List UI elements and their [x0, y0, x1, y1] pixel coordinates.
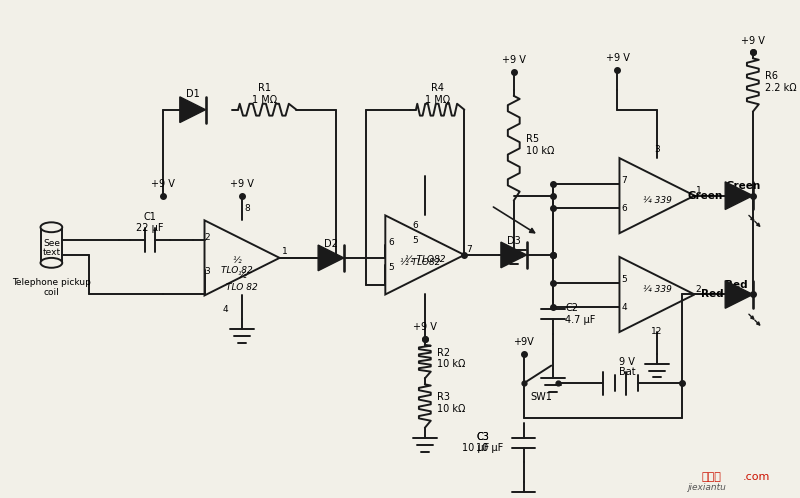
Text: ½ TLO82: ½ TLO82	[400, 258, 440, 267]
Text: See: See	[43, 239, 60, 248]
Text: 9 V: 9 V	[619, 357, 635, 367]
Text: C3
10 μF: C3 10 μF	[476, 432, 503, 454]
Text: R1
1 MΩ: R1 1 MΩ	[252, 83, 277, 105]
Text: R3
10 kΩ: R3 10 kΩ	[437, 392, 465, 414]
Text: 3: 3	[205, 267, 210, 276]
Text: 7: 7	[466, 246, 472, 254]
Text: 5: 5	[412, 236, 418, 245]
Text: ½
TLO 82: ½ TLO 82	[222, 256, 253, 275]
Text: 6: 6	[412, 221, 418, 230]
Text: 7: 7	[622, 176, 627, 185]
Text: R2
10 kΩ: R2 10 kΩ	[437, 348, 465, 370]
Text: 2: 2	[695, 285, 701, 294]
Text: 接线图: 接线图	[702, 472, 722, 482]
Text: +9 V: +9 V	[502, 55, 526, 65]
Text: ¼ 339: ¼ 339	[642, 196, 671, 205]
Text: SW1: SW1	[530, 392, 552, 402]
Text: ½ TLO82: ½ TLO82	[405, 255, 445, 264]
Text: D1: D1	[186, 89, 199, 99]
Polygon shape	[318, 245, 344, 271]
Text: C2
4.7 μF: C2 4.7 μF	[565, 303, 595, 325]
Polygon shape	[725, 182, 753, 210]
Text: Red: Red	[701, 289, 723, 299]
Text: Green: Green	[688, 191, 723, 201]
Text: R4
1 MΩ: R4 1 MΩ	[425, 83, 450, 105]
Text: R6
2.2 kΩ: R6 2.2 kΩ	[765, 71, 796, 93]
Polygon shape	[725, 280, 753, 308]
Text: D2: D2	[324, 239, 338, 249]
Polygon shape	[501, 242, 526, 268]
Text: 3: 3	[654, 145, 660, 154]
Text: 1: 1	[695, 186, 702, 195]
Text: D3: D3	[507, 236, 521, 246]
Text: +9 V: +9 V	[413, 322, 437, 332]
Text: TLO 82: TLO 82	[226, 283, 258, 292]
Text: Red: Red	[725, 279, 748, 289]
Text: 8: 8	[244, 204, 250, 213]
Text: 4: 4	[222, 305, 228, 314]
Text: R5
10 kΩ: R5 10 kΩ	[526, 134, 554, 156]
Text: +9 V: +9 V	[230, 179, 254, 189]
Text: +9 V: +9 V	[741, 35, 765, 45]
Polygon shape	[180, 97, 206, 123]
Text: 5: 5	[388, 263, 394, 272]
Text: text: text	[42, 249, 61, 257]
Text: 4: 4	[622, 303, 627, 312]
Text: .com: .com	[743, 472, 770, 482]
Text: 6: 6	[388, 238, 394, 247]
Text: 2: 2	[205, 233, 210, 242]
Text: Telephone pickup: Telephone pickup	[12, 278, 91, 287]
Text: ½: ½	[238, 271, 246, 280]
Text: 6: 6	[622, 204, 627, 213]
Text: 5: 5	[622, 275, 627, 284]
Text: +9 V: +9 V	[606, 53, 630, 63]
Text: 12: 12	[651, 327, 662, 336]
Text: coil: coil	[43, 288, 59, 297]
Ellipse shape	[41, 258, 62, 268]
Text: +9V: +9V	[514, 337, 534, 347]
Ellipse shape	[41, 222, 62, 232]
Text: C3
10 μF: C3 10 μF	[462, 432, 489, 454]
Text: Bat: Bat	[619, 368, 636, 377]
Text: ¼ 339: ¼ 339	[642, 285, 671, 294]
Text: +9 V: +9 V	[151, 179, 175, 189]
Text: jiexiantu: jiexiantu	[686, 483, 726, 492]
Text: C1
22 μF: C1 22 μF	[137, 212, 164, 233]
Text: 1: 1	[282, 248, 287, 256]
Text: Green: Green	[725, 181, 761, 191]
